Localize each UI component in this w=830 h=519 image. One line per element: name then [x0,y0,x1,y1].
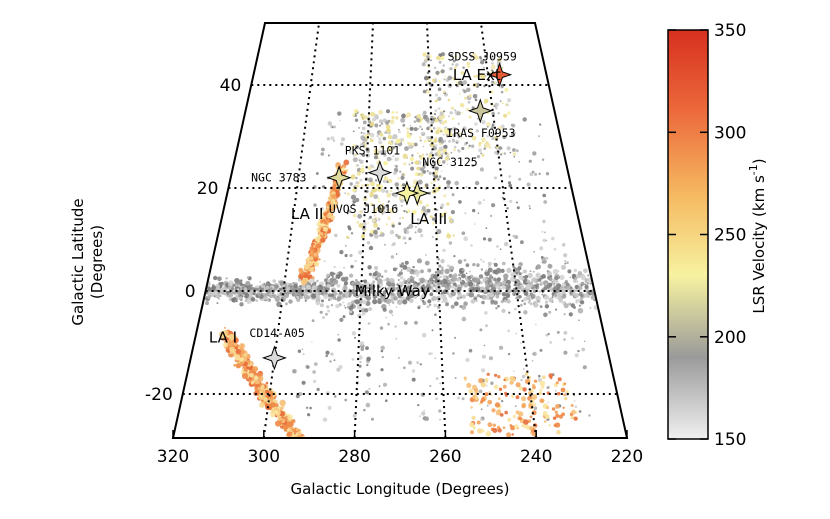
source-marker [261,345,287,371]
colorbar-title-main: LSR Velocity (km s [750,175,768,314]
source-marker [326,165,352,191]
colorbar-tick-label: 350 [714,21,746,41]
source-label: SDSS J0959 [448,50,517,64]
source-marker [487,62,513,88]
gridline-longitude [262,22,320,439]
colorbar-title-close: ) [750,158,768,164]
source-marker [367,160,393,186]
colorbar-tick-label: 150 [714,430,746,450]
colorbar-ticks: 350 300 250 200 150 [668,21,746,450]
gridline-longitude [480,22,538,439]
y-tick-label: -20 [145,385,173,405]
region-label: Milky Way [355,282,430,300]
source-markers: SDSS J0959 IRAS F0953 PKS 1101 NGC 3783 NGC … [249,50,517,371]
x-axis-title: Galactic Longitude (Degrees) [291,480,510,498]
source-label: CD14-A05 [249,326,304,340]
region-label: LA Ext [453,66,501,84]
colorbar-tick-label: 250 [714,226,746,246]
region-label: LA II [291,205,324,223]
colorbar-title-group: LSR Velocity (km s-1) [747,158,768,313]
source-label: NGC 3783 [251,171,306,185]
y-tick-label: 0 [185,282,196,302]
y-tick-label: 20 [197,179,219,199]
y-axis-title-line2: (Degrees) [88,225,106,299]
x-tick-label: 220 [611,447,643,467]
y-axis-title-line1: Galactic Latitude [69,198,87,325]
y-axis-title-group: Galactic Latitude (Degrees) [69,198,106,325]
source-marker [467,98,493,124]
colorbar-tick-label: 300 [714,123,746,143]
x-tick-label: 300 [248,447,280,467]
x-tick-label: 280 [338,447,370,467]
source-label: IRAS F0953 [446,126,515,140]
region-label: LA I [209,329,237,347]
y-tick-label: 40 [220,76,242,96]
colorbar-title: LSR Velocity (km s-1) [747,158,768,313]
x-tick-label: 240 [520,447,552,467]
source-label: UVQS J1016 [329,202,398,216]
x-tick-labels: 320 300 280 260 240 220 [157,430,643,467]
source-label: PKS 1101 [345,144,400,158]
colorbar-title-sup: -1 [747,164,760,175]
colorbar-tick-label: 200 [714,328,746,348]
region-labels: LA Ext LA II LA III LA I Milky Way [209,66,501,347]
source-label: NGC 3125 [422,155,477,169]
y-tick-labels: 40 20 0 -20 [145,76,241,405]
source-marker [394,180,420,206]
x-tick-label: 320 [157,447,189,467]
region-label: LA III [410,210,447,228]
x-tick-label: 260 [429,447,461,467]
hi-emission-layer [203,52,599,438]
